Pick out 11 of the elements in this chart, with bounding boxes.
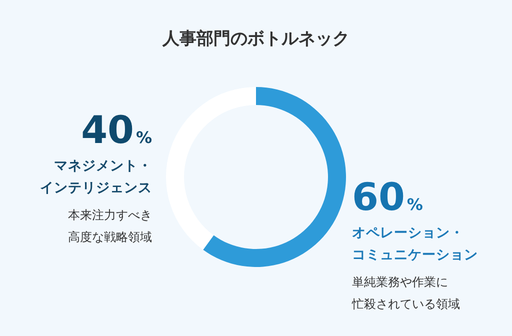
slice-label: マネジメント・インテリジェンス: [40, 158, 152, 196]
text: 忙殺されている領域: [351, 297, 460, 311]
text: 単純業務や作業に: [352, 275, 448, 289]
data-label: 40%: [81, 108, 152, 152]
data-label: 60%: [352, 175, 423, 219]
donut-slice: [166, 87, 256, 250]
donut-slice: [203, 87, 346, 267]
text: 高度な戦略領域: [68, 230, 152, 244]
text: 本来注力すべき: [68, 208, 152, 222]
slice-label: オペレーション・コミュニケーション: [352, 225, 478, 263]
chart-title: 人事部門のボトルネック: [162, 29, 350, 49]
